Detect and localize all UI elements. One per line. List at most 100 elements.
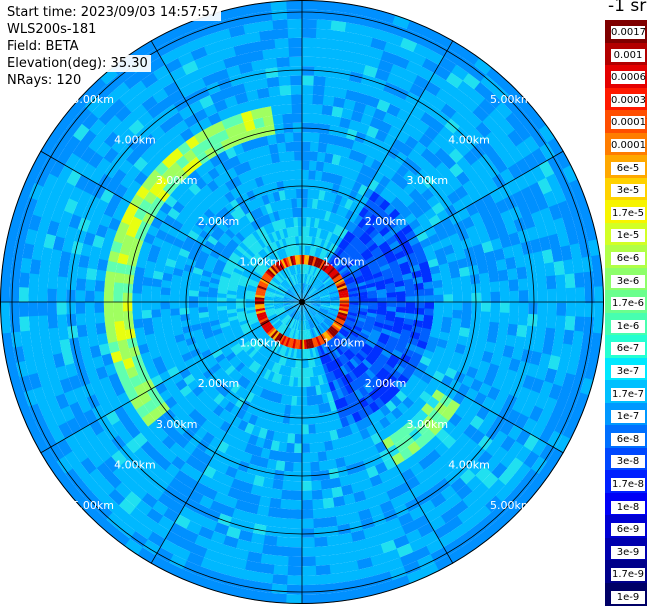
radar-cell <box>198 301 208 308</box>
radar-cell <box>314 47 330 59</box>
radar-cell <box>303 339 307 350</box>
radar-cell <box>250 107 264 120</box>
radar-cell <box>450 500 469 517</box>
radar-cell <box>489 188 505 205</box>
radar-cell <box>338 59 354 72</box>
radar-cell <box>495 224 509 239</box>
radar-cell <box>311 395 319 406</box>
radar-cell <box>445 515 463 533</box>
radar-cell <box>271 362 279 373</box>
radar-cell <box>379 187 392 200</box>
radar-cell <box>363 64 379 78</box>
radar-cell <box>210 214 223 227</box>
radar-cell <box>75 301 86 314</box>
radar-cell <box>122 233 135 247</box>
radar-cell <box>441 278 453 288</box>
radar-cell <box>221 217 233 229</box>
radar-cell <box>336 523 352 536</box>
radar-cell <box>442 244 455 256</box>
radar-cell <box>39 327 51 344</box>
radar-cell <box>94 290 105 302</box>
radar-cell <box>288 528 302 538</box>
radar-cell <box>240 481 254 494</box>
radar-cell <box>307 255 312 266</box>
radar-cell <box>449 325 461 336</box>
radar-cell <box>343 137 356 150</box>
azimuth-spoke <box>150 301 303 564</box>
radar-cell <box>420 402 435 417</box>
radar-cell <box>280 258 287 269</box>
radar-cell <box>195 234 208 246</box>
radar-cell <box>500 152 517 170</box>
radar-cell <box>442 286 453 296</box>
radar-cell <box>32 385 47 404</box>
radar-cell <box>311 277 318 287</box>
radar-cell <box>359 264 370 273</box>
radar-cell <box>131 353 144 367</box>
radar-cell <box>164 25 185 42</box>
radar-cell <box>287 208 294 219</box>
radar-cell <box>50 248 63 264</box>
radar-cell <box>267 420 277 432</box>
radar-cell <box>314 555 330 566</box>
radar-cell <box>307 287 315 296</box>
radar-cell <box>48 442 65 462</box>
radar-cell <box>547 354 561 372</box>
radar-cell <box>305 255 310 265</box>
radar-cell <box>332 1 351 14</box>
radar-cell <box>443 302 453 311</box>
radar-cell <box>163 328 175 339</box>
radar-cell <box>367 213 379 226</box>
radar-cell <box>377 59 395 74</box>
radar-cell <box>314 170 324 181</box>
radar-cell <box>477 137 494 155</box>
radar-cell <box>201 517 218 532</box>
radar-cell <box>289 509 302 520</box>
radar-cell <box>297 311 301 321</box>
radar-cell <box>500 209 514 226</box>
radar-cell <box>347 287 358 293</box>
radar-cell <box>175 181 190 195</box>
radar-cell <box>174 333 186 343</box>
radar-cell <box>248 233 258 244</box>
radar-cell <box>223 55 240 69</box>
radar-cell <box>508 232 522 247</box>
radar-cell <box>246 287 257 293</box>
radar-cell <box>213 263 225 272</box>
radar-cell <box>279 432 289 443</box>
radar-cell <box>456 103 474 121</box>
radar-cell <box>291 275 297 285</box>
radar-cell <box>278 259 285 270</box>
radar-cell <box>430 96 448 112</box>
radar-cell <box>172 237 185 249</box>
radar-cell <box>276 56 291 68</box>
radar-cell <box>313 75 327 87</box>
radar-cell <box>378 500 395 514</box>
radar-cell <box>335 280 346 287</box>
radar-cell <box>241 238 252 249</box>
radar-cell <box>263 57 279 69</box>
radar-cell <box>416 213 429 226</box>
radar-cell <box>425 539 444 555</box>
radar-cell <box>316 238 323 249</box>
radar-cell <box>388 353 401 365</box>
radar-cell <box>116 391 131 406</box>
radar-cell <box>319 306 330 311</box>
radar-cell <box>106 260 118 273</box>
radar-cell <box>368 191 381 204</box>
radar-cell <box>323 402 332 413</box>
radar-cell <box>188 289 199 297</box>
radar-cell <box>275 536 290 548</box>
radar-cell <box>424 81 442 97</box>
radar-cell <box>66 288 76 302</box>
radar-cell <box>257 238 267 249</box>
radar-cell <box>9 315 21 333</box>
radar-cell <box>493 343 506 357</box>
radar-cell <box>232 221 243 232</box>
radar-cell <box>372 232 383 243</box>
radar-cell <box>113 230 127 244</box>
colorbar-tick-label: 6e-8 <box>611 432 645 446</box>
radar-cell <box>261 259 271 269</box>
radar-cell <box>187 212 200 225</box>
